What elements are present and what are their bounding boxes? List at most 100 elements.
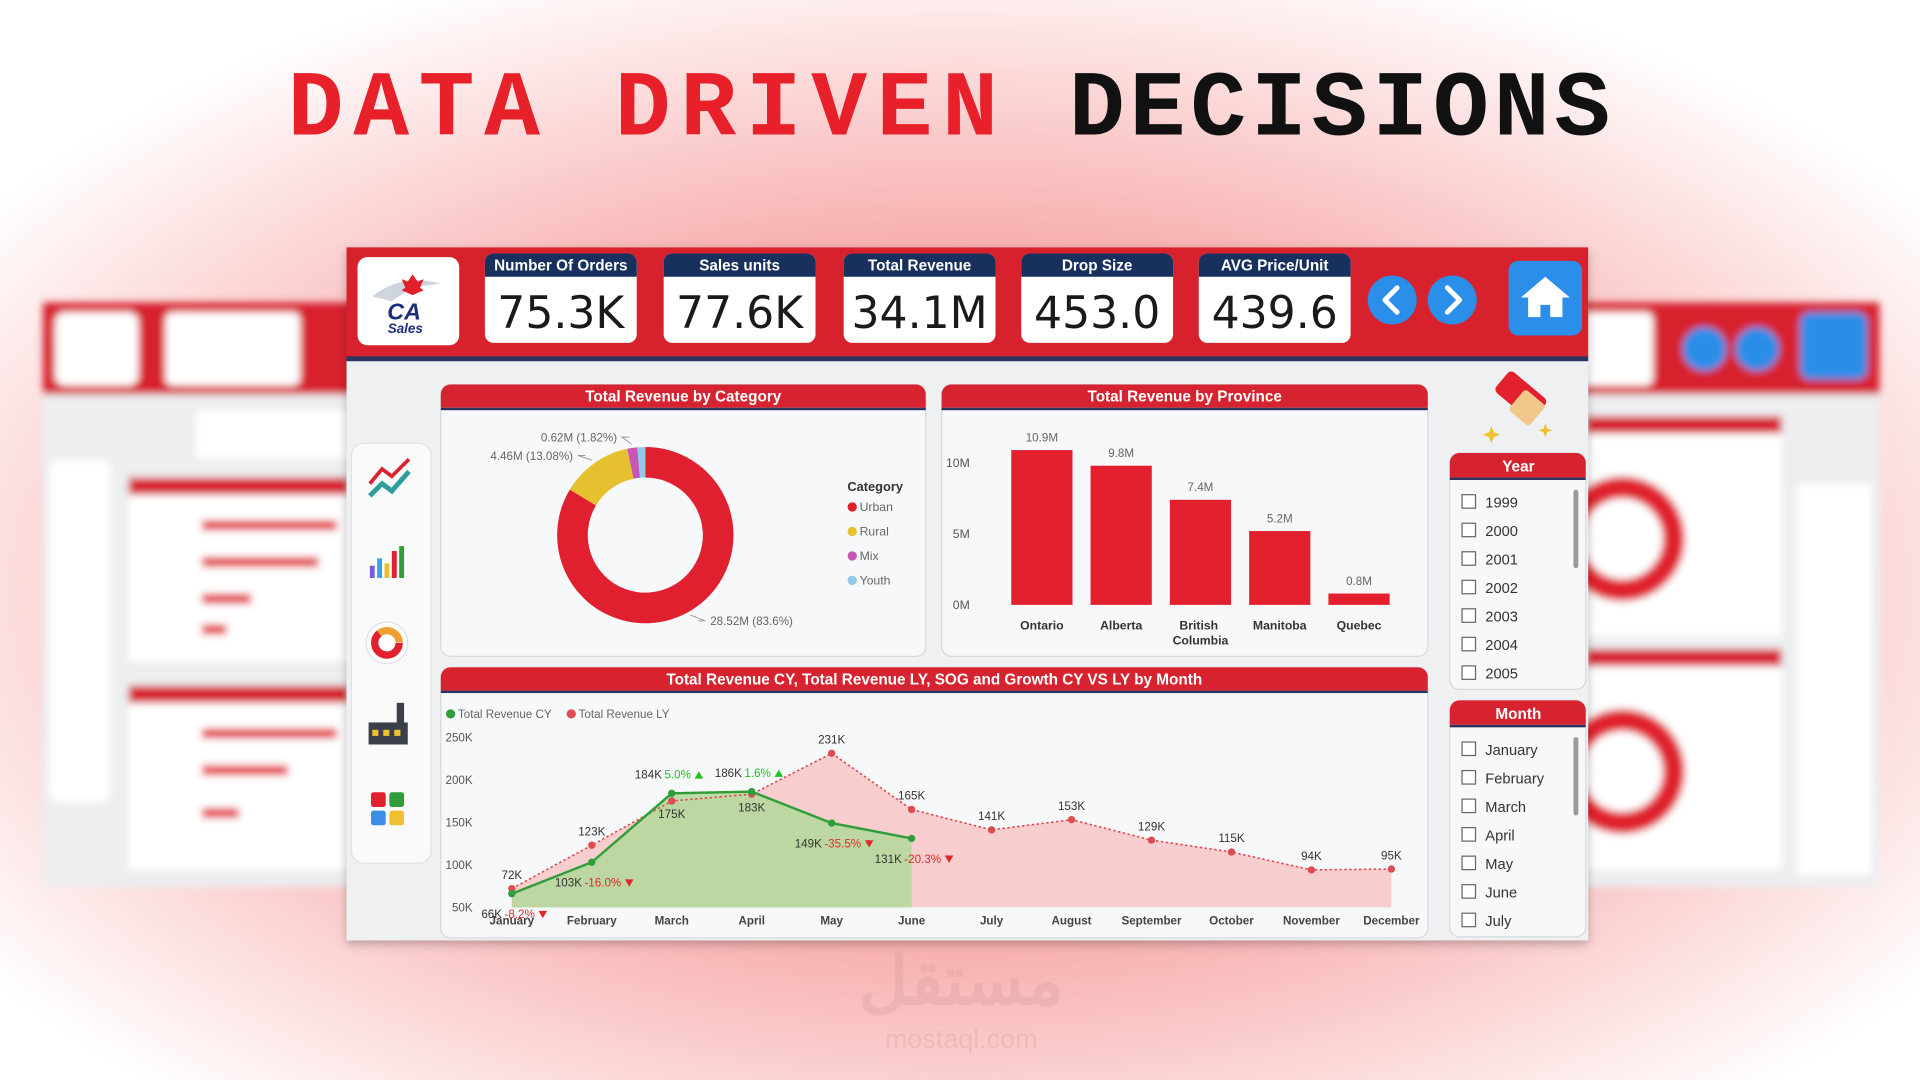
checkbox[interactable] xyxy=(1461,608,1477,623)
slicer-item[interactable]: 2001 xyxy=(1485,553,1518,569)
nav-prev[interactable] xyxy=(1367,275,1417,325)
home-button[interactable] xyxy=(1508,260,1583,336)
slicer-item[interactable]: January xyxy=(1485,743,1538,759)
checkbox[interactable] xyxy=(1461,665,1477,680)
data-label: 165K xyxy=(898,790,925,803)
x-tick-label: July xyxy=(980,914,1004,927)
kpi-value: 34.1M xyxy=(851,288,987,339)
data-label: 103K xyxy=(555,877,582,890)
kpi-label: Sales units xyxy=(699,258,780,275)
x-tick-label: June xyxy=(898,914,926,927)
checkbox[interactable] xyxy=(1461,551,1477,566)
point xyxy=(1227,848,1236,856)
checkbox[interactable] xyxy=(1461,494,1477,509)
data-label: 10.9M xyxy=(1026,432,1058,445)
nav-bars[interactable] xyxy=(369,546,405,578)
legend-label: Total Revenue CY xyxy=(458,708,552,721)
growth-label: 1.6% xyxy=(744,767,771,780)
point xyxy=(987,826,996,834)
slicer-item[interactable]: 2002 xyxy=(1485,581,1518,597)
checkbox[interactable] xyxy=(1461,798,1477,814)
legend-swatch xyxy=(847,502,857,512)
nav-trend[interactable] xyxy=(368,457,411,498)
slicer-item[interactable]: June xyxy=(1485,886,1517,902)
watermark-url: mostaql.com xyxy=(885,1024,1038,1054)
slicer-item[interactable]: May xyxy=(1485,857,1513,873)
data-label: 7.4M xyxy=(1188,481,1214,494)
data-label: 129K xyxy=(1138,820,1165,833)
checkbox[interactable] xyxy=(1461,636,1477,652)
legend-swatch xyxy=(847,526,857,537)
line xyxy=(511,790,912,895)
watermark-logo: مستقل xyxy=(859,942,1064,1019)
x-tick-label: December xyxy=(1363,914,1420,927)
slicer-item[interactable]: 2003 xyxy=(1485,610,1518,626)
kpi-label: Number Of Orders xyxy=(494,258,627,275)
point xyxy=(907,805,916,814)
checkbox[interactable] xyxy=(1461,827,1477,842)
checkbox[interactable] xyxy=(1461,855,1477,871)
bar xyxy=(1249,531,1311,605)
nav-next[interactable] xyxy=(1427,275,1477,325)
data-label: 131K xyxy=(875,853,902,866)
checkbox[interactable] xyxy=(1461,522,1477,538)
data-label: 123K xyxy=(578,825,605,838)
panel-header xyxy=(440,384,926,408)
data-label: 66K xyxy=(481,908,502,921)
growth-arrow xyxy=(694,771,704,779)
kpi-label: AVG Price/Unit xyxy=(1221,258,1329,275)
legend-swatch xyxy=(445,709,456,719)
legend-swatch xyxy=(566,709,576,719)
line xyxy=(511,752,1392,890)
point xyxy=(828,749,836,757)
checkbox[interactable] xyxy=(1461,884,1477,899)
x-tick-label: May xyxy=(820,914,843,927)
x-tick-label: November xyxy=(1283,914,1340,927)
x-tick-label: Quebec xyxy=(1337,618,1382,632)
slicer-title: Year xyxy=(1502,458,1534,475)
y-tick-label: 150K xyxy=(445,817,472,830)
checkbox[interactable] xyxy=(1461,741,1477,757)
donut-slice xyxy=(637,446,646,478)
nav-apps[interactable] xyxy=(371,792,405,826)
clear-filters[interactable] xyxy=(1482,369,1553,444)
nav-donut[interactable] xyxy=(365,621,409,665)
slicer-item[interactable]: 2004 xyxy=(1485,638,1518,654)
slicer-item[interactable]: 2000 xyxy=(1485,524,1518,540)
slicer-item[interactable]: February xyxy=(1485,771,1544,787)
slicer-item[interactable]: 2005 xyxy=(1485,667,1518,683)
bar xyxy=(1169,499,1232,605)
panel-header-line xyxy=(941,407,1428,411)
leader-line xyxy=(577,455,593,461)
data-label: 28.52M (83.6%) xyxy=(710,615,793,628)
panel xyxy=(440,383,927,657)
slicer-item[interactable]: 1999 xyxy=(1485,496,1518,512)
data-label: 183K xyxy=(738,801,765,814)
point xyxy=(508,890,516,898)
x-tick-label: March xyxy=(655,914,689,927)
x-tick-label: Ontario xyxy=(1020,618,1064,632)
point xyxy=(1387,865,1396,873)
growth-label: -8.2% xyxy=(504,908,534,921)
data-label: 5.2M xyxy=(1267,512,1293,525)
point xyxy=(668,797,676,805)
slicer-item[interactable]: April xyxy=(1485,828,1514,844)
kpi-value: 75.3K xyxy=(497,288,625,339)
checkbox[interactable] xyxy=(1461,769,1477,785)
x-tick-label: September xyxy=(1121,914,1182,927)
slicer-item[interactable]: March xyxy=(1485,800,1526,816)
x-tick-label: British Columbia xyxy=(1173,618,1229,647)
slicer-item[interactable]: July xyxy=(1485,914,1512,930)
checkbox[interactable] xyxy=(1461,579,1477,595)
area xyxy=(511,791,912,908)
point xyxy=(748,787,756,796)
side-dashboard-right xyxy=(1560,302,1880,887)
nav-factory[interactable] xyxy=(368,702,408,745)
panel-header-line xyxy=(440,690,1428,694)
legend-label: Youth xyxy=(860,574,891,588)
x-tick-label: Alberta xyxy=(1100,618,1142,632)
donut-slice xyxy=(569,448,634,506)
checkbox[interactable] xyxy=(1461,912,1477,928)
